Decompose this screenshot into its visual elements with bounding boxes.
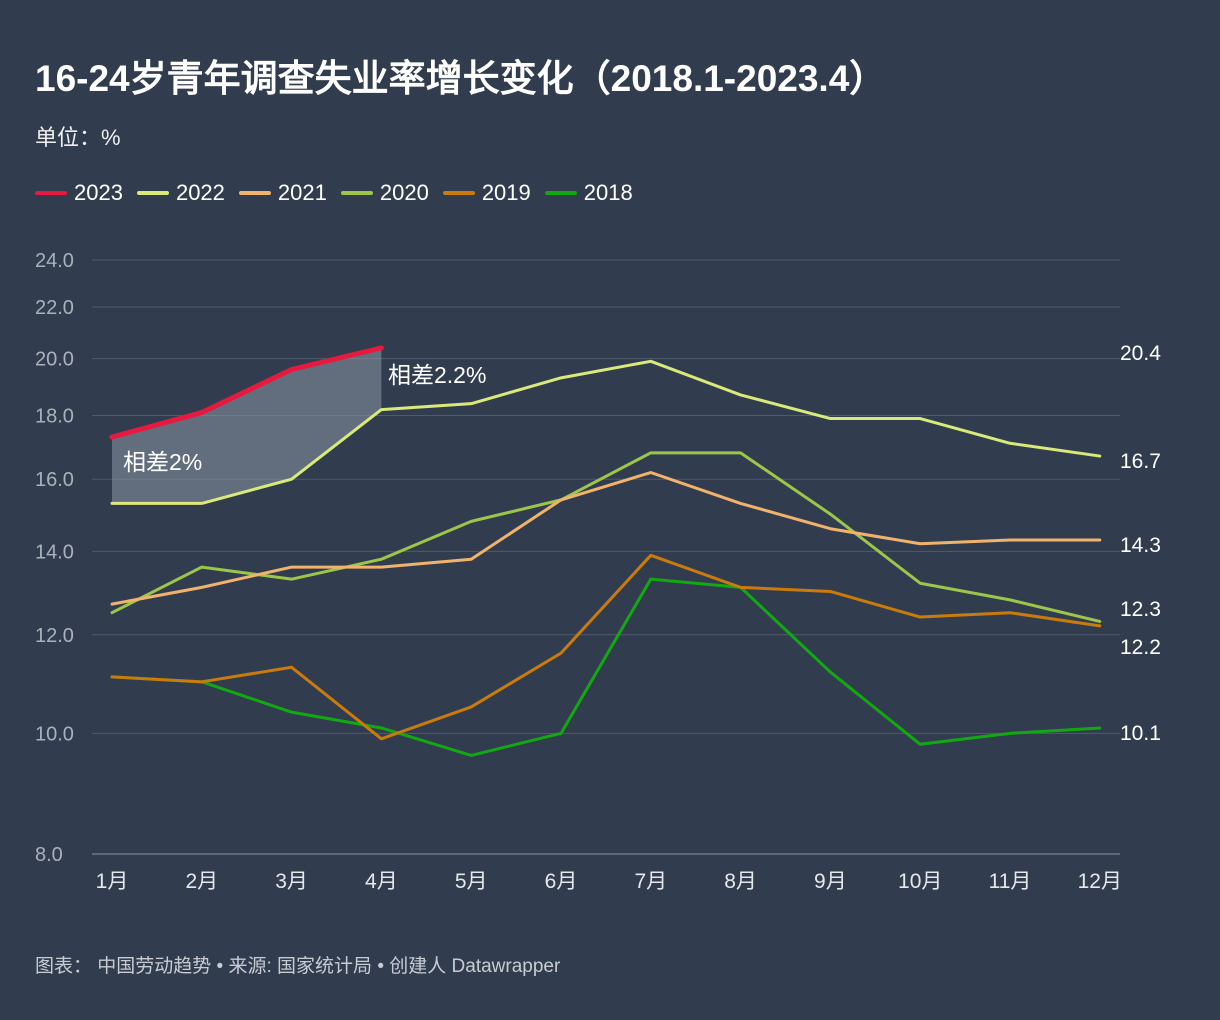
legend-swatch xyxy=(442,191,475,195)
x-tick-label: 10月 xyxy=(898,870,942,893)
legend: 2023 2022 2021 2020 2019 2018 xyxy=(35,180,647,206)
x-tick-label: 7月 xyxy=(634,870,667,893)
end-label-2019: 12.2 xyxy=(1120,636,1161,659)
legend-label: 2022 xyxy=(175,180,225,205)
end-label-2020: 12.3 xyxy=(1120,598,1161,621)
annotation-diff-apr: 相差2.2% xyxy=(388,362,486,388)
chart-title: 16-24岁青年调查失业率增长变化（2018.1-2023.4） xyxy=(35,58,887,99)
y-tick-label: 8.0 xyxy=(35,844,63,866)
legend-swatch xyxy=(136,191,169,195)
legend-label: 2020 xyxy=(379,180,429,205)
y-tick-label: 22.0 xyxy=(35,297,74,319)
unit-label: 单位：% xyxy=(35,125,121,150)
x-tick-label: 3月 xyxy=(275,870,308,893)
x-tick-label: 1月 xyxy=(96,870,129,893)
y-tick-label: 18.0 xyxy=(35,406,74,428)
annotation-diff-jan: 相差2% xyxy=(123,449,202,475)
x-tick-label: 8月 xyxy=(724,870,757,893)
x-tick-label: 11月 xyxy=(989,870,1032,893)
end-label-2021: 14.3 xyxy=(1120,534,1161,557)
legend-item-2019: 2019 xyxy=(442,180,531,206)
y-tick-label: 14.0 xyxy=(35,541,74,563)
legend-label: 2023 xyxy=(74,180,123,205)
legend-item-2018: 2018 xyxy=(544,180,633,206)
footer-source: 图表： 中国劳动趋势 • 来源: 国家统计局 • 创建人 Datawrapper xyxy=(35,956,561,977)
legend-label: 2019 xyxy=(481,180,531,205)
legend-swatch xyxy=(35,191,67,195)
series-line-2022 xyxy=(110,359,1102,505)
x-tick-label: 4月 xyxy=(365,870,398,893)
x-tick-label: 5月 xyxy=(455,870,488,893)
end-label-2023: 20.4 xyxy=(1120,342,1161,365)
legend-item-2021: 2021 xyxy=(238,180,327,206)
x-tick-label: 2月 xyxy=(185,870,218,893)
y-tick-label: 16.0 xyxy=(35,469,74,491)
series-line-2019 xyxy=(110,553,1102,741)
end-label-2018: 10.1 xyxy=(1120,722,1161,745)
x-tick-label: 6月 xyxy=(545,870,578,893)
legend-item-2023: 2023 xyxy=(35,180,123,206)
y-tick-label: 24.0 xyxy=(35,250,74,272)
legend-label: 2018 xyxy=(583,180,633,205)
legend-swatch xyxy=(340,191,373,195)
series-line-2021 xyxy=(110,471,1102,606)
end-label-2022: 16.7 xyxy=(1120,450,1161,473)
legend-item-2022: 2022 xyxy=(136,180,225,206)
legend-swatch xyxy=(544,191,577,195)
legend-swatch xyxy=(238,191,271,195)
legend-item-2020: 2020 xyxy=(340,180,429,206)
y-tick-label: 20.0 xyxy=(35,349,74,371)
y-tick-label: 10.0 xyxy=(35,723,74,745)
series-line-2018 xyxy=(110,577,1102,757)
series-line-2020 xyxy=(110,451,1102,623)
legend-label: 2021 xyxy=(277,180,327,205)
y-tick-label: 12.0 xyxy=(35,625,74,647)
difference-area xyxy=(112,347,382,504)
series-line-2023 xyxy=(109,345,384,440)
x-tick-label: 9月 xyxy=(814,870,847,893)
x-tick-label: 12月 xyxy=(1078,870,1122,893)
